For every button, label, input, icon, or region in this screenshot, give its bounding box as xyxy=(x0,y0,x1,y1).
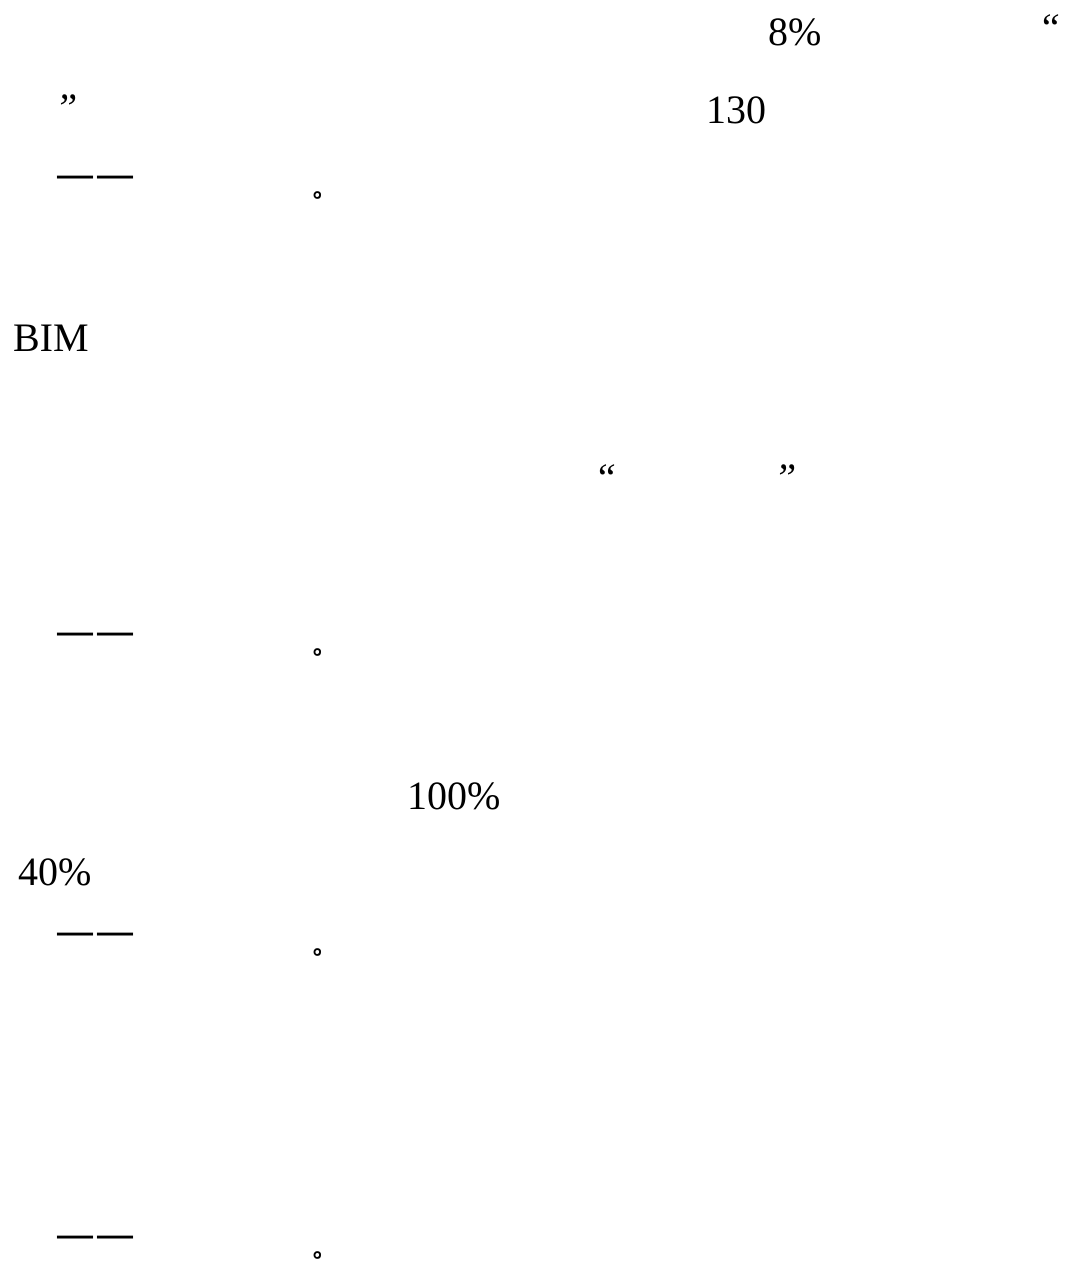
em-dash: —— xyxy=(55,152,135,198)
percent-40: 40% xyxy=(18,849,92,894)
period-mark: 。 xyxy=(313,178,336,203)
period-mark: 。 xyxy=(313,1238,336,1263)
percent-8: 8% xyxy=(768,9,822,54)
number-130: 130 xyxy=(706,87,766,132)
open-quote: “ xyxy=(594,455,617,500)
period-mark: 。 xyxy=(313,935,336,960)
bim-acronym: BIM xyxy=(13,315,89,360)
em-dash: —— xyxy=(55,909,135,955)
em-dash: —— xyxy=(55,1212,135,1258)
period-mark: 。 xyxy=(313,635,336,660)
close-quote: ” xyxy=(774,455,797,500)
close-quote: ” xyxy=(55,85,78,130)
percent-100: 100% xyxy=(407,773,501,818)
em-dash: —— xyxy=(55,609,135,655)
open-quote: “ xyxy=(1038,5,1061,50)
